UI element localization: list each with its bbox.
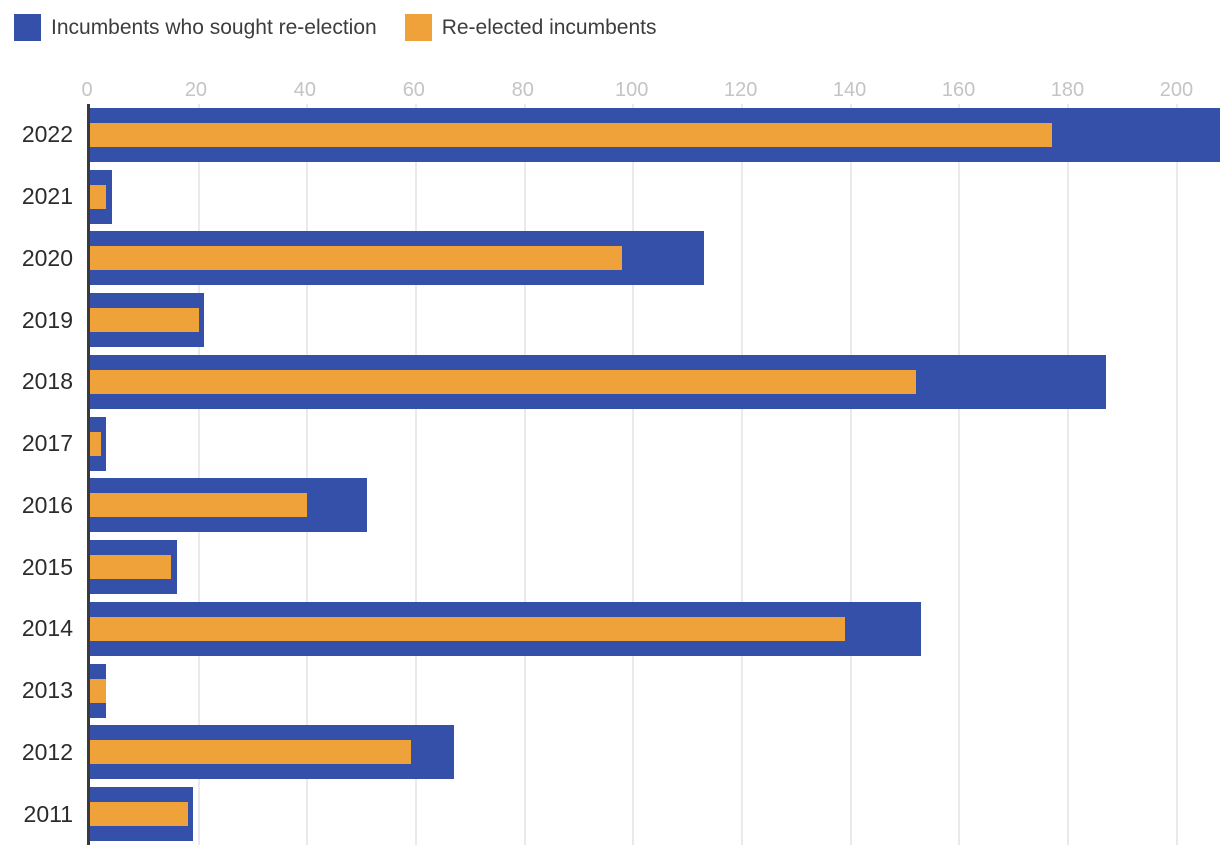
y-axis-label-2021: 2021 (21, 183, 73, 210)
legend-swatch-blue (14, 14, 41, 41)
bar-reelected-2014 (90, 616, 846, 641)
y-axis-label-2012: 2012 (21, 738, 73, 765)
gridline-180 (1066, 104, 1069, 845)
bar-row-2022 (90, 104, 1220, 166)
x-tick-label-0: 0 (81, 79, 93, 101)
bar-row-2015 (90, 536, 1220, 598)
y-axis-label-2014: 2014 (21, 615, 73, 642)
x-tick-label-80: 80 (511, 79, 534, 101)
x-tick-label-160: 160 (941, 79, 976, 101)
bar-reelected-2011 (90, 802, 188, 827)
x-axis: 0 20 40 60 80 100 120 140 160 180 200 (81, 79, 1220, 103)
x-tick-label-100: 100 (615, 79, 649, 101)
bar-row-2016 (90, 475, 1220, 537)
gridline-40 (306, 104, 309, 845)
y-axis-label-2016: 2016 (21, 491, 73, 518)
y-axis-label-2017: 2017 (21, 430, 73, 457)
x-tick-label-140: 140 (832, 79, 867, 101)
legend-item-reelected: Re-elected incumbents (404, 14, 657, 41)
bar-row-2013 (90, 660, 1220, 722)
legend-label-sought: Incumbents who sought re-election (51, 15, 377, 39)
y-axis-label-2018: 2018 (21, 368, 73, 395)
bar-row-2021 (90, 166, 1220, 228)
bar-reelected-2020 (90, 246, 623, 271)
y-axis-label-2013: 2013 (21, 677, 73, 704)
gridline-80 (523, 104, 526, 845)
bar-reelected-2018 (90, 369, 916, 394)
bar-reelected-2016 (90, 493, 308, 518)
x-tick-label-120: 120 (723, 79, 758, 101)
bar-reelected-2021 (90, 184, 107, 209)
gridline-20 (197, 104, 200, 845)
bar-reelected-2015 (90, 555, 172, 580)
bar-reelected-2013 (90, 678, 107, 703)
gridline-160 (958, 104, 961, 845)
y-axis-label-2022: 2022 (21, 121, 73, 148)
bar-row-2017 (90, 413, 1220, 475)
bar-reelected-2019 (90, 308, 199, 333)
gridline-120 (740, 104, 743, 845)
legend: Incumbents who sought re-election Re-ele… (14, 14, 684, 41)
bar-row-2012 (90, 722, 1220, 784)
bar-reelected-2017 (90, 431, 101, 456)
legend-label-reelected: Re-elected incumbents (441, 15, 657, 39)
bar-row-2019 (90, 289, 1220, 351)
bar-reelected-2012 (90, 740, 411, 765)
x-tick-label-20: 20 (184, 79, 208, 101)
bar-row-2020 (90, 228, 1220, 290)
bar-row-2011 (90, 783, 1220, 845)
gridline-140 (849, 104, 852, 845)
bar-reelected-2022 (90, 122, 1052, 147)
plot-area (87, 104, 1220, 845)
x-tick-label-40: 40 (293, 79, 316, 101)
bar-row-2018 (90, 351, 1220, 413)
y-axis-labels: 2022 2021 2020 2019 2018 2017 2016 2015 2014 2013… (0, 104, 73, 845)
y-axis-label-2020: 2020 (21, 244, 73, 271)
x-tick-label-60: 60 (402, 79, 425, 101)
bar-row-2014 (90, 598, 1220, 660)
gridline-100 (632, 104, 635, 845)
gridline-60 (414, 104, 417, 845)
y-axis-label-2019: 2019 (21, 306, 73, 333)
legend-swatch-orange (404, 14, 432, 41)
gridline-200 (1175, 104, 1178, 845)
x-tick-label-200: 200 (1159, 79, 1194, 101)
y-axis-label-2011: 2011 (23, 800, 73, 827)
y-axis-label-2015: 2015 (21, 553, 73, 580)
legend-item-sought: Incumbents who sought re-election (14, 14, 377, 41)
x-tick-label-180: 180 (1050, 79, 1085, 101)
